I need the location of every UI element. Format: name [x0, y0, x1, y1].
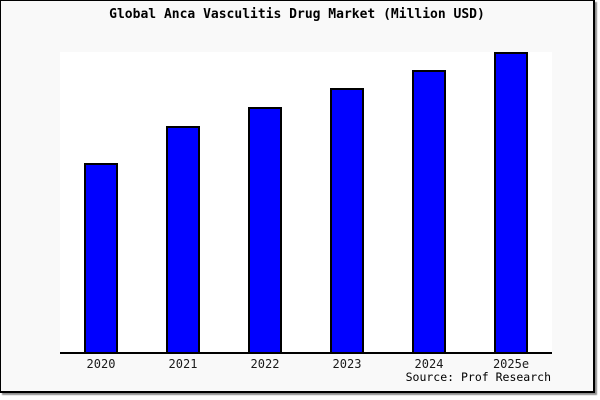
x-tick-label-2020: 2020	[86, 357, 116, 371]
bar-2021	[166, 126, 200, 352]
x-tick-label-2025e: 2025e	[492, 357, 530, 371]
plot-area	[60, 52, 552, 354]
x-tick-label-2021: 2021	[168, 357, 198, 371]
bar-2023	[330, 88, 364, 352]
chart-title: Global Anca Vasculitis Drug Market (Mill…	[109, 7, 485, 22]
x-tick-label-2023: 2023	[332, 357, 362, 371]
chart-frame: Global Anca Vasculitis Drug Market (Mill…	[0, 0, 595, 393]
bar-2024	[412, 70, 446, 352]
x-tick-label-2024: 2024	[414, 357, 444, 371]
bar-2025e	[494, 52, 528, 352]
x-tick-label-2022: 2022	[250, 357, 280, 371]
bar-2020	[84, 163, 118, 352]
bar-2022	[248, 107, 282, 352]
x-axis: 2020 2021 2022 2023 2024 2025e	[60, 357, 552, 372]
source-credit: Source: Prof Research	[405, 370, 551, 384]
